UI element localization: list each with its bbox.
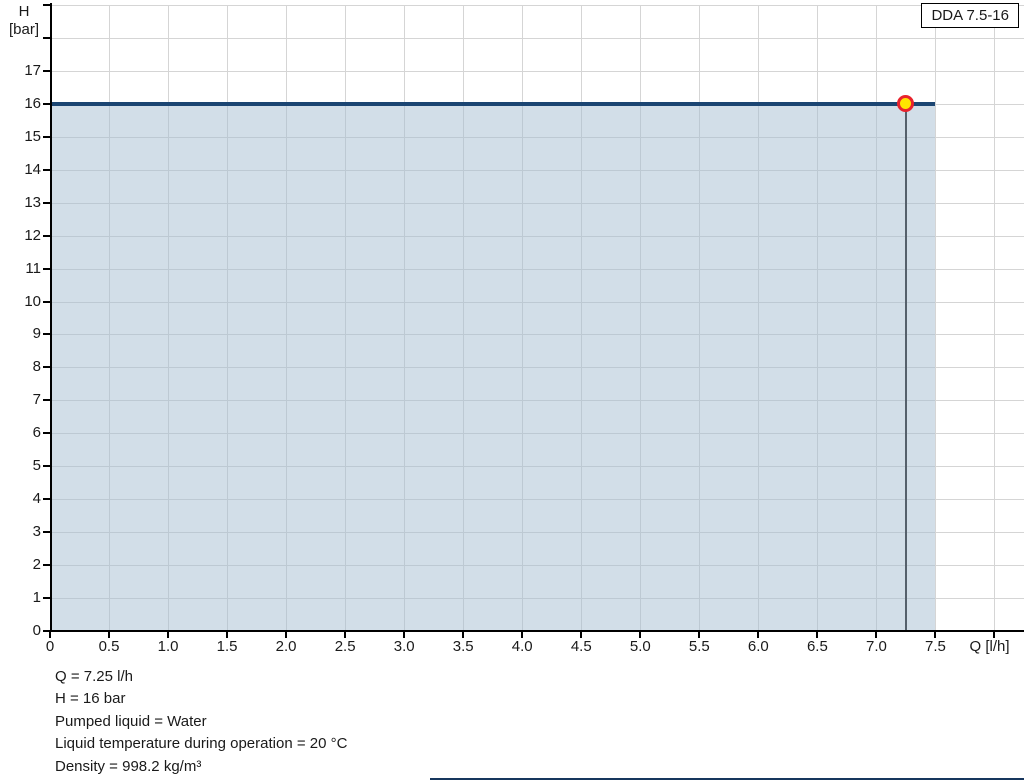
x-axis-line <box>50 630 1024 632</box>
x-tick <box>403 632 406 638</box>
x-tick <box>167 632 170 638</box>
y-tick <box>43 168 50 171</box>
y-tick-label: 15 <box>24 127 41 145</box>
y-tick <box>43 366 50 369</box>
y-tick-label: 6 <box>32 424 41 442</box>
x-tick-label: 1.5 <box>216 638 238 655</box>
x-tick-label: 2.0 <box>275 638 297 655</box>
x-tick <box>698 632 701 638</box>
y-tick <box>43 399 50 402</box>
x-tick-label: 3.5 <box>452 638 474 655</box>
x-tick-label: 4.0 <box>511 638 533 655</box>
y-tick-label: 3 <box>32 523 41 541</box>
h-grid-line <box>50 37 1024 39</box>
y-tick <box>43 333 50 336</box>
x-tick-label: 7.5 <box>925 638 946 655</box>
x-tick <box>285 632 288 638</box>
y-tick-label: 13 <box>24 193 41 211</box>
y-tick <box>43 630 50 632</box>
x-axis-title: Q [l/h] <box>969 638 1010 655</box>
y-axis-title-quantity: H <box>18 3 30 20</box>
duty-point-info-line: Density = 998.2 kg/m³ <box>55 757 202 775</box>
y-tick-label: 12 <box>24 226 41 244</box>
v-grid-line <box>994 5 996 631</box>
y-tick <box>43 69 50 72</box>
x-tick <box>757 632 760 638</box>
h-grid-line <box>50 70 1024 72</box>
x-tick-label: 7.0 <box>865 638 887 655</box>
x-tick <box>875 632 878 638</box>
duty-point-info: Q = 7.25 l/h H = 16 bar Pumped liquid = Wa… <box>55 666 347 778</box>
x-tick <box>344 632 347 638</box>
y-tick <box>43 465 50 468</box>
y-tick-label: 5 <box>32 457 41 475</box>
y-tick <box>43 597 50 600</box>
y-tick-label: 4 <box>32 490 41 508</box>
y-tick <box>43 498 50 501</box>
x-tick-label: 0.5 <box>98 638 120 655</box>
y-tick-label: 2 <box>32 556 41 574</box>
y-tick-label: 16 <box>24 94 41 112</box>
x-tick-label: 1.0 <box>157 638 179 655</box>
v-grid-line <box>935 5 937 631</box>
x-tick <box>816 632 819 638</box>
y-tick <box>43 564 50 567</box>
x-tick-label: 5.0 <box>629 638 651 655</box>
y-tick-label: 10 <box>24 292 41 310</box>
y-tick-label: 9 <box>32 325 41 343</box>
y-axis-line <box>50 3 52 631</box>
duty-point-info-line: Liquid temperature during operation = 20… <box>55 735 348 753</box>
duty-point-info-line: Q = 7.25 l/h <box>55 668 133 685</box>
y-tick-label: 11 <box>25 259 41 277</box>
x-tick-label: 6.0 <box>747 638 769 655</box>
x-tick-label: 6.5 <box>806 638 828 655</box>
x-tick <box>108 632 111 638</box>
h-grid-line <box>50 5 1024 6</box>
y-tick-label: 7 <box>32 391 41 409</box>
x-tick <box>993 632 996 638</box>
plot-area[interactable] <box>50 5 1024 631</box>
duty-point-info-line: Pumped liquid = Water <box>55 712 207 730</box>
y-tick-label: 14 <box>24 160 41 178</box>
y-tick <box>43 267 50 270</box>
y-tick <box>43 201 50 204</box>
y-tick <box>43 36 50 39</box>
y-tick <box>43 432 50 435</box>
curve-fill-area <box>50 103 936 631</box>
y-tick-label: 1 <box>32 589 41 607</box>
x-tick <box>934 632 937 638</box>
x-tick <box>226 632 229 638</box>
operating-point-marker[interactable] <box>897 95 915 113</box>
x-tick <box>580 632 583 638</box>
x-tick-label: 4.5 <box>570 638 592 655</box>
x-tick-label: 5.5 <box>688 638 710 655</box>
x-tick-label: 3.0 <box>393 638 415 655</box>
pump-curve-line[interactable] <box>50 101 936 106</box>
duty-point-drop-line <box>904 103 907 631</box>
y-tick <box>43 135 50 138</box>
pump-model-label: DDA 7.5-16 <box>921 3 1019 28</box>
x-tick <box>521 632 524 638</box>
y-tick <box>43 102 50 105</box>
y-tick <box>43 531 50 534</box>
duty-point-info-line: H = 16 bar <box>55 690 126 708</box>
y-tick-label: 0 <box>32 622 41 639</box>
x-tick <box>49 632 51 638</box>
x-tick-label: 0 <box>45 638 55 655</box>
y-tick-label: 8 <box>32 358 41 376</box>
y-tick <box>43 300 50 303</box>
y-tick <box>43 4 50 6</box>
x-tick <box>462 632 465 638</box>
y-tick <box>43 234 50 237</box>
x-tick <box>639 632 642 638</box>
y-axis-title-unit: [bar] <box>8 21 39 38</box>
x-tick-label: 2.5 <box>334 638 356 655</box>
y-tick-label: 17 <box>24 61 41 79</box>
bottom-divider <box>430 778 1024 780</box>
